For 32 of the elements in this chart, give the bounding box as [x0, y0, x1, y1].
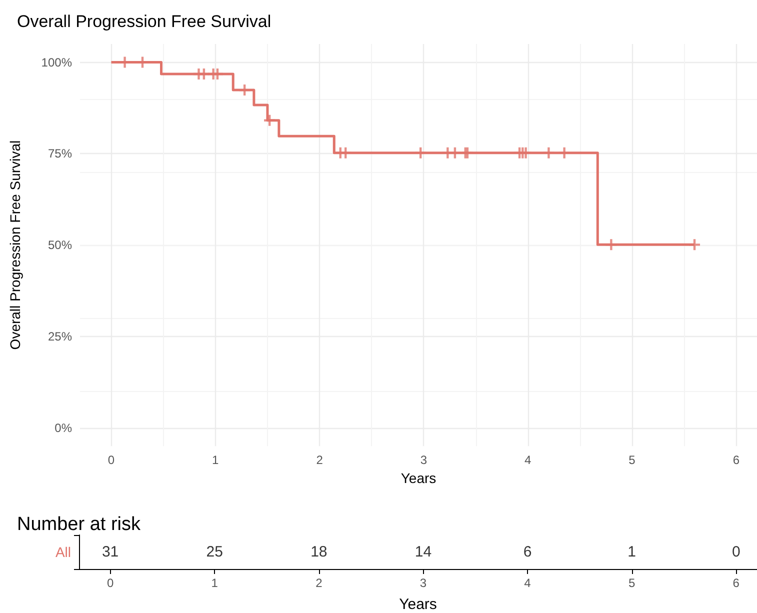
y-tick-label: 0%: [54, 420, 72, 435]
data-label: 18: [310, 544, 328, 560]
data-label: 31: [102, 544, 119, 560]
x-tick-label: 0: [106, 576, 114, 590]
data-label: 25: [206, 544, 223, 560]
data-label: 6: [523, 544, 532, 560]
x-tick-label: 3: [420, 576, 427, 590]
y-tick-label: 25%: [48, 329, 72, 344]
data-label: 1: [628, 544, 636, 560]
x-tick-label: 2: [316, 453, 324, 468]
x-tick-label: 5: [628, 453, 636, 468]
data-label: 14: [414, 544, 432, 560]
x-tick-label: 4: [524, 576, 532, 590]
y-tick-label: 75%: [48, 146, 72, 161]
x-axis-title: Years: [399, 596, 437, 613]
x-tick-label: 1: [211, 576, 218, 590]
x-tick-label: 6: [732, 453, 740, 468]
y-tick-label: 50%: [48, 238, 72, 252]
x-tick-label: 4: [524, 453, 532, 468]
x-tick-label: 1: [212, 453, 220, 468]
x-tick-label: 6: [732, 576, 740, 590]
x-tick-label: 5: [628, 576, 636, 590]
x-tick-label: 0: [108, 453, 115, 468]
y-tick-label: All: [55, 544, 71, 560]
x-tick-label: 3: [420, 453, 428, 468]
y-tick-label: 100%: [41, 55, 72, 70]
x-axis-title: Years: [400, 470, 436, 486]
chart-title: Number at risk: [17, 514, 142, 535]
x-tick-label: 2: [316, 576, 323, 590]
chart-title: Overall Progression Free Survival: [17, 12, 272, 31]
data-label: 0: [732, 544, 740, 560]
y-axis-title: Overall Progression Free Survival: [7, 140, 23, 350]
